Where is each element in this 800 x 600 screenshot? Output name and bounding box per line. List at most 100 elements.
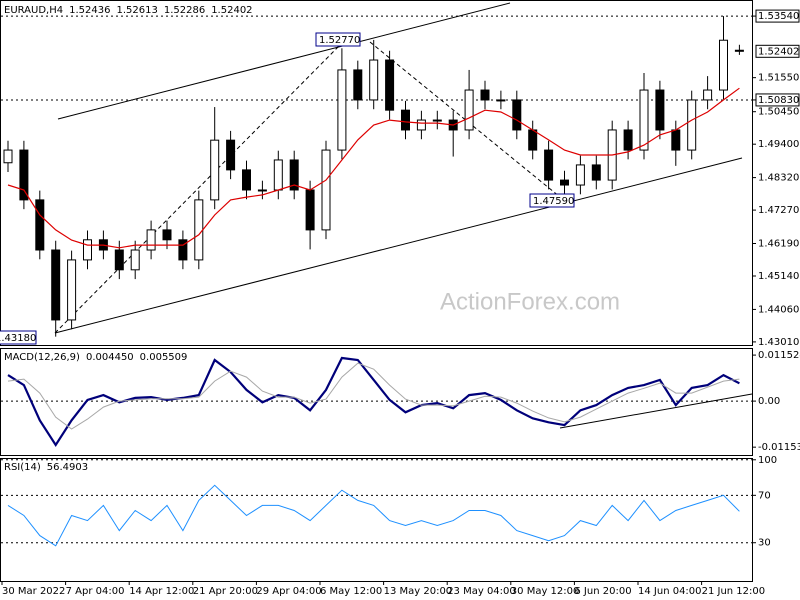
candle-body: [146, 229, 156, 251]
y-tick-label: 1.50830: [758, 95, 799, 106]
candle-body: [655, 89, 665, 131]
tick-label-box: [755, 9, 800, 23]
candle-body: [480, 89, 490, 101]
candle-body: [226, 139, 236, 171]
indicator-line: [7, 484, 740, 547]
y-tick-label: 1.43010: [758, 337, 799, 348]
y-tick-label: 100: [758, 455, 777, 466]
macd-panel-border: [0, 348, 753, 456]
y-tick-label: 1.44060: [758, 304, 799, 315]
annotation: 1.52770: [319, 35, 360, 46]
y-tick-label: 1.51550: [758, 73, 799, 84]
header-value: 1.52286: [164, 5, 205, 16]
candle-body: [289, 159, 299, 191]
y-tick-label: 1.48320: [758, 173, 799, 184]
price-label-box: [755, 44, 800, 58]
x-tick-label: 29 Apr 04:00: [256, 586, 321, 597]
annotation-box: [529, 193, 575, 208]
candle-body: [3, 149, 13, 164]
candle-body: [639, 89, 649, 151]
header-value: 56.4903: [47, 462, 88, 473]
candle-body: [210, 139, 220, 201]
annotation: 1.47590: [533, 196, 574, 207]
x-tick-label: 21 Apr 20:00: [193, 586, 258, 597]
candle-body: [257, 189, 267, 192]
candle-body: [591, 164, 601, 181]
candle-body: [385, 59, 395, 111]
candle-body: [35, 199, 45, 251]
candle-body: [67, 259, 77, 321]
x-tick-label: 21 Jun 12:00: [702, 586, 766, 597]
annotation-box: [315, 32, 361, 47]
candle-body: [734, 49, 744, 52]
candle-body: [432, 119, 442, 122]
header-value: 0.005509: [140, 352, 188, 363]
y-tick-label: 1.47270: [758, 205, 799, 216]
y-tick-label: -0.011537: [758, 442, 800, 453]
moving-average: [7, 87, 740, 249]
header-value: 1.52613: [116, 5, 157, 16]
candle-body: [321, 149, 331, 231]
x-tick-label: 14 Apr 12:00: [129, 586, 194, 597]
header-value: 1.52402: [211, 5, 252, 16]
annotation: 1.43180: [0, 333, 36, 344]
y-tick-label: 1.49400: [758, 139, 799, 150]
candle-body: [178, 239, 188, 261]
candle-body: [416, 119, 426, 131]
macd-trend-line: [559, 393, 753, 429]
rsi-panel-border: [0, 458, 753, 582]
candle-body: [162, 229, 172, 241]
panel-borders: [0, 0, 753, 582]
candle-body: [528, 129, 538, 151]
candle-body: [464, 89, 474, 131]
header-title: EURAUD,H4: [4, 5, 63, 16]
y-tick-label: 30: [758, 538, 771, 549]
y-tick-label: 0.011524: [758, 350, 800, 361]
tick-label-box: [755, 93, 800, 107]
panel-header: MACD(12,26,9) 0.004450 0.005509: [4, 352, 187, 363]
candle-body: [575, 164, 585, 186]
candle-body: [273, 159, 283, 191]
current-price-label: 1.52402: [758, 46, 799, 57]
candle-body: [130, 249, 140, 271]
candle-body: [194, 199, 204, 261]
candle-body: [401, 109, 410, 131]
main-panel-border: [0, 0, 753, 346]
candle-body: [703, 89, 713, 101]
channel-lower: [54, 157, 743, 334]
panel-header: RSI(14) 56.4903: [4, 462, 88, 473]
candle-body: [51, 249, 61, 321]
header-title: RSI(14): [4, 462, 41, 473]
candle-body: [544, 149, 554, 181]
candle-body: [687, 99, 697, 151]
x-tick-label: 6 May 12:00: [320, 586, 382, 597]
annotation-box: [0, 330, 37, 345]
y-tick-label: 70: [758, 490, 771, 501]
y-tick-label: 1.53540: [758, 11, 799, 22]
candle-body: [337, 69, 347, 151]
candle-body: [623, 129, 633, 151]
candle-body: [353, 69, 363, 101]
candle-body: [114, 249, 124, 271]
header-value: 0.004450: [86, 352, 134, 363]
candle-body: [369, 59, 379, 101]
x-tick-label: 30 May 12:00: [511, 586, 580, 597]
candle-body: [242, 169, 251, 191]
y-tick-label: 1.45140: [758, 271, 799, 282]
candle-body: [496, 99, 506, 102]
header-value: 1.52436: [69, 5, 110, 16]
indicator-line: [7, 356, 740, 448]
channel-upper: [57, 2, 511, 120]
x-tick-label: 7 Apr 04:00: [66, 586, 125, 597]
indicator-line: [7, 362, 740, 430]
y-tick-label: 0.00: [758, 396, 780, 407]
candle-body: [83, 239, 92, 261]
x-tick-label: 23 May 04:00: [447, 586, 516, 597]
x-tick-label: 14 Jun 04:00: [638, 586, 702, 597]
x-tick-label: 30 Mar 2022: [2, 586, 65, 597]
header-title: MACD(12,26,9): [4, 352, 80, 363]
candle-body: [719, 39, 728, 91]
dashed-wave: [54, 44, 341, 334]
x-tick-label: 13 May 20:00: [384, 586, 453, 597]
